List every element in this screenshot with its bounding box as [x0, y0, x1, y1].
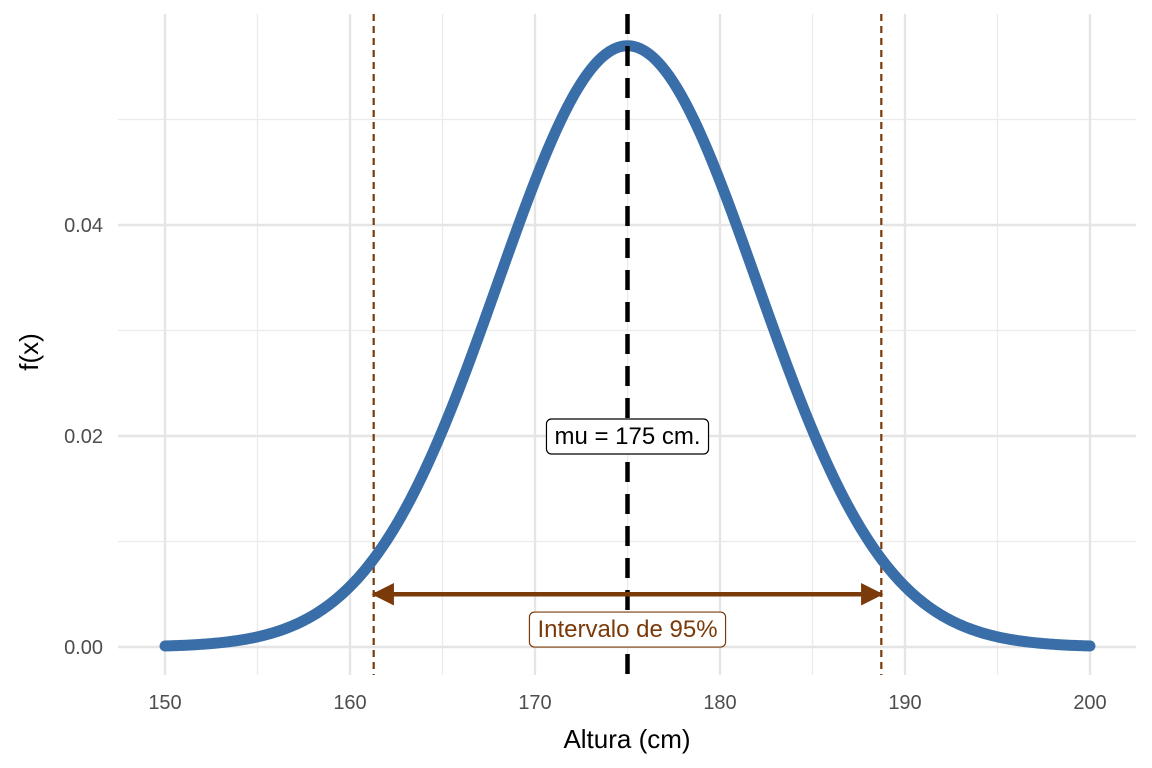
mu-label-text: mu = 175 cm. [554, 423, 700, 450]
y-tick-label: 0.04 [64, 215, 103, 237]
mu-label: mu = 175 cm. [545, 418, 710, 455]
y-tick-label: 0.02 [64, 426, 103, 448]
x-tick-label: 150 [148, 692, 181, 714]
x-tick-label: 190 [888, 692, 921, 714]
x-tick-label: 200 [1073, 692, 1106, 714]
density-curve [159, 40, 1096, 652]
mu-label-box [545, 418, 710, 455]
interval-label-box [528, 611, 727, 648]
x-tick-label: 170 [518, 692, 551, 714]
interval-label-text: Intervalo de 95% [537, 616, 717, 643]
x-axis-title: Altura (cm) [563, 724, 690, 754]
x-tick-label: 180 [703, 692, 736, 714]
x-tick-label: 160 [333, 692, 366, 714]
interval-label: Intervalo de 95% [528, 611, 727, 648]
y-tick-label: 0.00 [64, 637, 103, 659]
y-axis-title: f(x) [14, 333, 44, 371]
x-axis-ticks: 150 160 170 180 190 200 [148, 692, 1106, 714]
plot-layer [159, 14, 1096, 675]
y-axis-ticks: 0.00 0.02 0.04 [64, 215, 103, 659]
annotation-layer: mu = 175 cm. Intervalo de 95% [528, 418, 727, 648]
